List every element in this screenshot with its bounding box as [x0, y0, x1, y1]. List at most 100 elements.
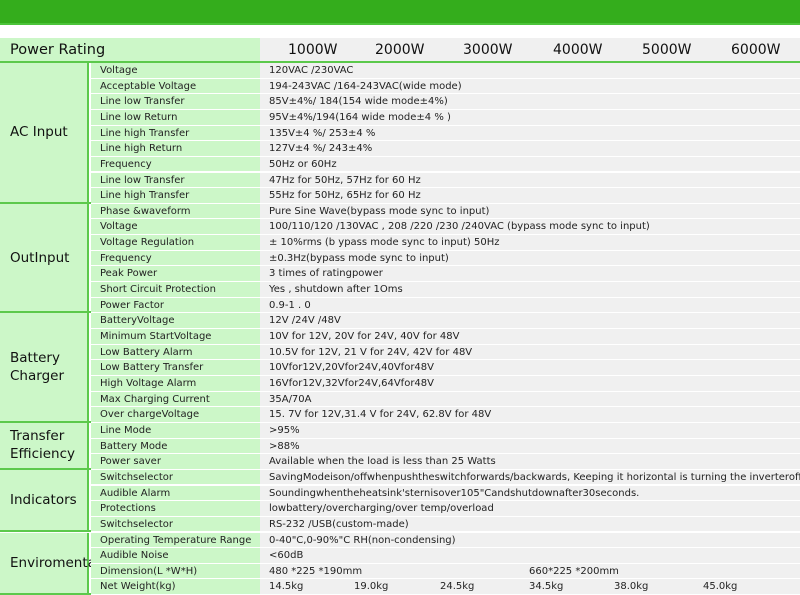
spec-row: Power saver Available when the load is le…	[91, 454, 800, 470]
spec-row: Voltage Regulation± 10%rms (b ypass mode…	[91, 235, 800, 251]
spec-row: Line low Transfer 47Hz for 50Hz, 57Hz for…	[91, 173, 800, 189]
group-name: Indicators	[0, 470, 89, 531]
spec-param: Line Mode	[91, 423, 260, 438]
spec-param: Line low Transfer	[91, 94, 260, 109]
spec-param: Battery Mode	[91, 439, 260, 454]
spec-value-text: 47Hz for 50Hz, 57Hz for 60 Hz	[269, 173, 421, 188]
spec-value-text: >88%	[269, 439, 300, 454]
power-rating-label: Power Rating	[0, 38, 260, 61]
spec-param: Line high Transfer	[91, 188, 260, 203]
spec-param: BatteryVoltage	[91, 313, 260, 328]
spec-row: Dimension(L *W*H) 480 *225 *190mm 660*225 …	[91, 564, 800, 580]
spec-param: Line high Transfer	[91, 126, 260, 141]
spec-value-text: 3 times of ratingpower	[269, 266, 383, 281]
spec-value: 100/110/120 /130VAC , 208 /220 /230 /240…	[260, 219, 800, 234]
spec-value-text: Soundingwhentheheatsink'sternisover105"C…	[269, 486, 639, 501]
spec-row: Peak Power 3 times of ratingpower	[91, 266, 800, 282]
spec-param: Net Weight(kg)	[91, 579, 260, 594]
rating-5000w: 5000W	[642, 38, 691, 62]
spec-value: 0-40"C,0-90%"C RH(non-condensing)	[260, 533, 800, 548]
spec-value-text: 12V /24V /48V	[269, 313, 341, 328]
spec-value: SavingModeison/offwhenpushtheswitchforwa…	[260, 470, 800, 485]
spec-value: Yes , shutdown after 1Oms	[260, 282, 800, 297]
rating-6000w: 6000W	[731, 38, 780, 62]
rating-3000w: 3000W	[463, 38, 512, 62]
spec-value-cell: 45.0kg	[703, 579, 737, 594]
spec-value-text: 10V for 12V, 20V for 24V, 40V for 48V	[269, 329, 459, 344]
spec-param: Peak Power	[91, 266, 260, 281]
spec-value: 95V±4%/194(164 wide mode±4 % )	[260, 110, 800, 125]
spec-row: Audible Noise<60dB	[91, 548, 800, 564]
spec-value-text: Pure Sine Wave(bypass mode sync to input…	[269, 204, 489, 219]
spec-value-text: 15. 7V for 12V,31.4 V for 24V, 62.8V for…	[269, 407, 491, 422]
spec-value-text: 55Hz for 50Hz, 65Hz for 60 Hz	[269, 188, 421, 203]
spec-value: 35A/70A	[260, 392, 800, 407]
spec-value: 50Hz or 60Hz	[260, 157, 800, 172]
spec-param: Max Charging Current	[91, 392, 260, 407]
spec-value: 194-243VAC /164-243VAC(wide mode)	[260, 79, 800, 94]
spec-value: ± 10%rms (b ypass mode sync to input) 50…	[260, 235, 800, 250]
spec-value-cell: 24.5kg	[440, 579, 474, 594]
spec-param: Voltage	[91, 63, 260, 78]
spec-value-cell: 480 *225 *190mm	[269, 564, 362, 579]
spec-param: Minimum StartVoltage	[91, 329, 260, 344]
spec-param: Low Battery Transfer	[91, 360, 260, 375]
group-name: Battery Charger	[0, 313, 89, 421]
spec-param: Line low Transfer	[91, 173, 260, 188]
spec-row: Phase &waveform Pure Sine Wave(bypass mod…	[91, 204, 800, 220]
spec-param: Frequency	[91, 251, 260, 266]
spec-value: lowbattery/overcharging/over temp/overlo…	[260, 501, 800, 516]
spec-param: Voltage Regulation	[91, 235, 260, 250]
spec-value-text: 120VAC /230VAC	[269, 63, 353, 78]
spec-param: Operating Temperature Range	[91, 533, 260, 548]
spec-row: BatteryVoltage 12V /24V /48V	[91, 313, 800, 329]
spec-value-text: 50Hz or 60Hz	[269, 157, 337, 172]
group-name: AC Input	[0, 63, 89, 202]
spec-param: Power saver	[91, 454, 260, 469]
spec-value-text: 100/110/120 /130VAC , 208 /220 /230 /240…	[269, 219, 650, 234]
spec-param: Dimension(L *W*H)	[91, 564, 260, 579]
spec-value-cell: 660*225 *200mm	[529, 564, 619, 579]
spec-value-text: >95%	[269, 423, 300, 438]
spec-value: >88%	[260, 439, 800, 454]
spec-value: 120VAC /230VAC	[260, 63, 800, 78]
spec-value-text: 10Vfor12V,20Vfor24V,40Vfor48V	[269, 360, 434, 375]
spec-param: Line high Return	[91, 141, 260, 156]
spec-value-cell: 34.5kg	[529, 579, 563, 594]
group-name: Transfer Efficiency	[0, 423, 89, 468]
spec-row: Frequency±0.3Hz(bypass mode sync to inpu…	[91, 251, 800, 267]
spec-value: 47Hz for 50Hz, 57Hz for 60 Hz	[260, 173, 800, 188]
spec-row: Line high Return 127V±4 %/ 243±4%	[91, 141, 800, 157]
spec-value-cell: 14.5kg	[269, 579, 303, 594]
spec-row: Line Mode >95%	[91, 423, 800, 439]
spec-value: 127V±4 %/ 243±4%	[260, 141, 800, 156]
spec-value: ±0.3Hz(bypass mode sync to input)	[260, 251, 800, 266]
spec-value-text: 194-243VAC /164-243VAC(wide mode)	[269, 79, 462, 94]
spec-row: Line high Transfer 55Hz for 50Hz, 65Hz fo…	[91, 188, 800, 204]
spec-value-text: 127V±4 %/ 243±4%	[269, 141, 372, 156]
spec-param: Phase &waveform	[91, 204, 260, 219]
spec-value: 15. 7V for 12V,31.4 V for 24V, 62.8V for…	[260, 407, 800, 422]
spec-value-text: Available when the load is less than 25 …	[269, 454, 496, 469]
top-banner	[0, 0, 800, 25]
spec-param: Line low Return	[91, 110, 260, 125]
